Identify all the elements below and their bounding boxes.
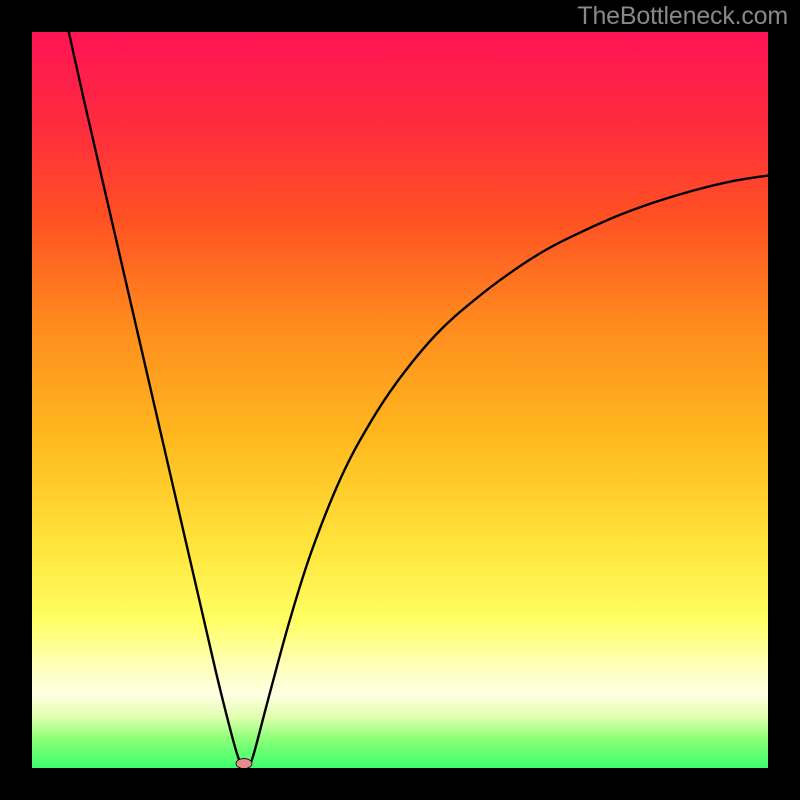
- chart-container: TheBottleneck.com: [0, 0, 800, 800]
- watermark-text: TheBottleneck.com: [577, 2, 788, 31]
- plot-svg: [32, 32, 768, 768]
- plot-area: [32, 32, 768, 768]
- plot-background: [32, 32, 768, 768]
- optimum-marker: [236, 759, 252, 768]
